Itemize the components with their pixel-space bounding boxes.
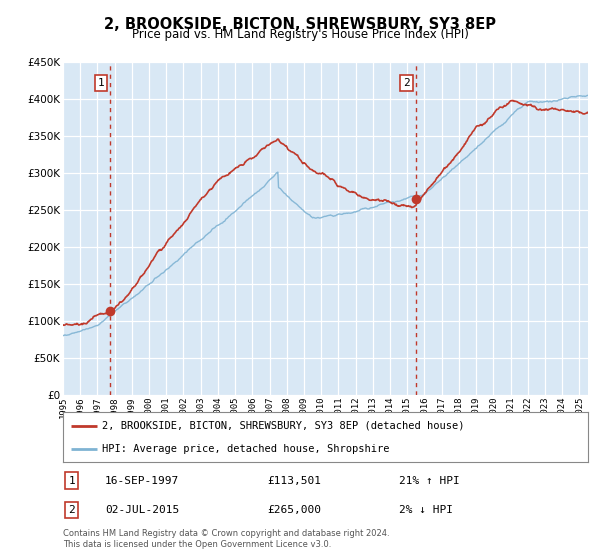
Text: 2, BROOKSIDE, BICTON, SHREWSBURY, SY3 8EP (detached house): 2, BROOKSIDE, BICTON, SHREWSBURY, SY3 8E… (103, 421, 465, 431)
Text: 1: 1 (97, 78, 104, 88)
Text: 16-SEP-1997: 16-SEP-1997 (105, 475, 179, 486)
Text: 21% ↑ HPI: 21% ↑ HPI (399, 475, 460, 486)
Text: Contains HM Land Registry data © Crown copyright and database right 2024.
This d: Contains HM Land Registry data © Crown c… (63, 529, 389, 549)
Text: 2: 2 (68, 505, 75, 515)
Text: 2, BROOKSIDE, BICTON, SHREWSBURY, SY3 8EP: 2, BROOKSIDE, BICTON, SHREWSBURY, SY3 8E… (104, 17, 496, 32)
Text: 2% ↓ HPI: 2% ↓ HPI (399, 505, 453, 515)
Text: 1: 1 (68, 475, 75, 486)
Text: Price paid vs. HM Land Registry's House Price Index (HPI): Price paid vs. HM Land Registry's House … (131, 28, 469, 41)
Text: £265,000: £265,000 (268, 505, 322, 515)
Text: £113,501: £113,501 (268, 475, 322, 486)
Text: HPI: Average price, detached house, Shropshire: HPI: Average price, detached house, Shro… (103, 445, 390, 454)
Text: 2: 2 (403, 78, 410, 88)
Text: 02-JUL-2015: 02-JUL-2015 (105, 505, 179, 515)
